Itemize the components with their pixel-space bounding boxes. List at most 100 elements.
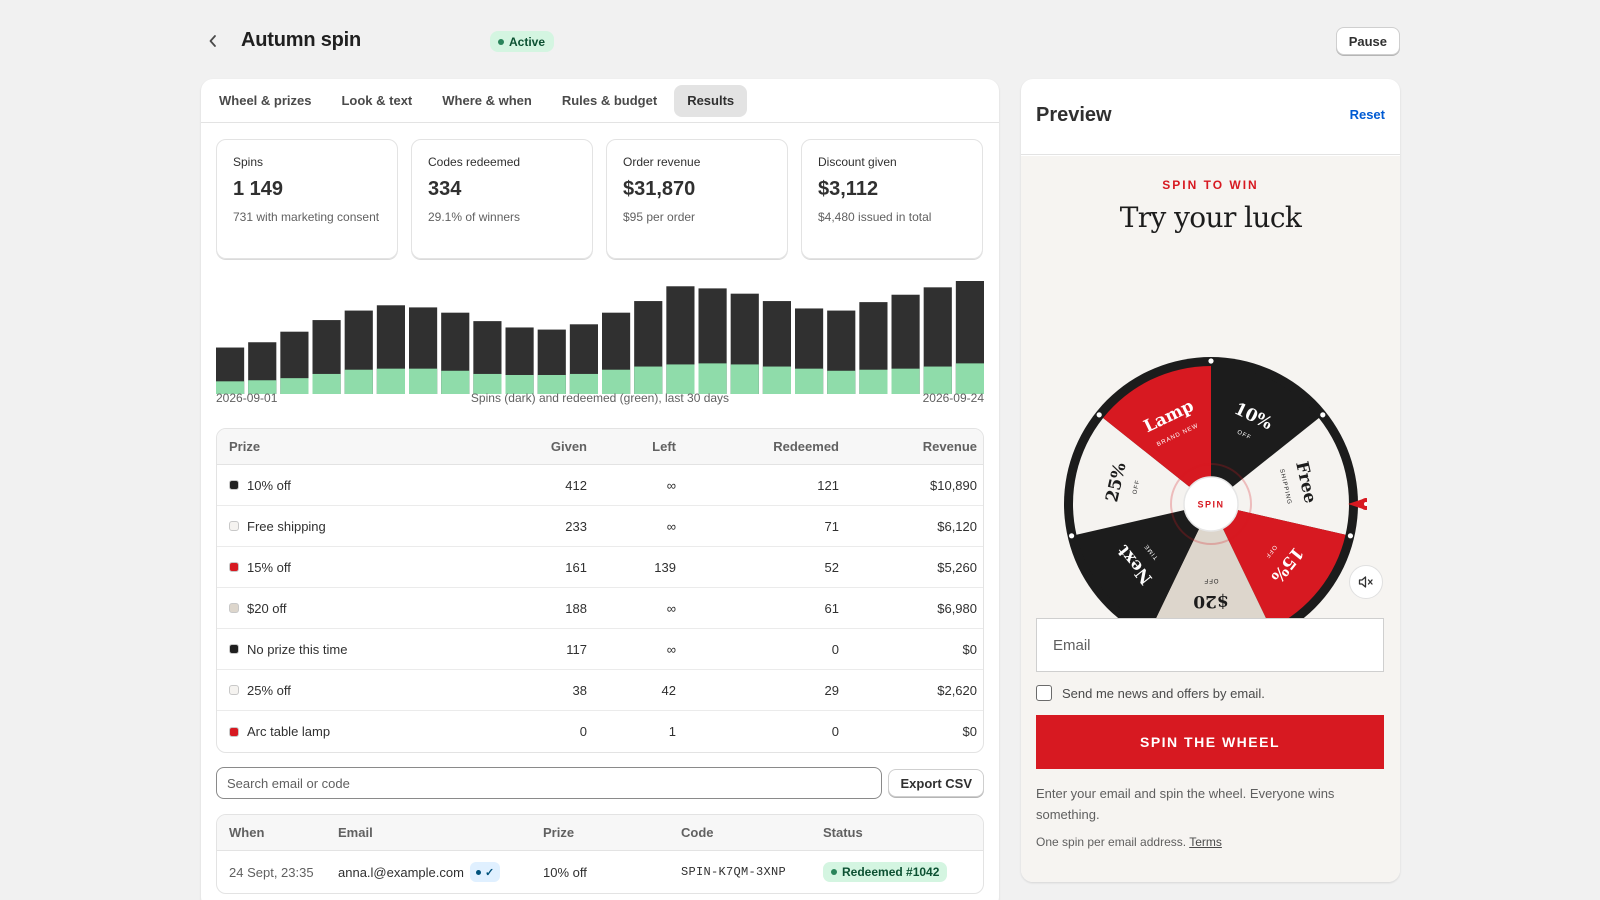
redeemed-bar bbox=[602, 369, 631, 394]
tab-look-text[interactable]: Look & text bbox=[341, 93, 413, 108]
consent-checkbox[interactable] bbox=[1036, 685, 1052, 701]
search-input[interactable] bbox=[216, 767, 882, 799]
cell-prize: $20 off bbox=[217, 601, 462, 616]
redeemed-bar bbox=[473, 373, 502, 394]
spins-chart bbox=[216, 279, 984, 409]
prize-color-swatch bbox=[229, 562, 239, 572]
cell-revenue: $10,890 bbox=[930, 477, 977, 493]
cell-status: Redeemed #1042 bbox=[823, 862, 983, 882]
mute-button[interactable] bbox=[1349, 565, 1383, 599]
wheel-pointer-knob bbox=[1360, 498, 1367, 510]
wheel-rim-dot bbox=[1208, 358, 1214, 364]
column-header: Prize bbox=[543, 825, 575, 840]
cell-revenue: $6,980 bbox=[937, 600, 977, 616]
table-row[interactable]: 15% off 161 139 52 $5,260 bbox=[217, 547, 983, 588]
wheel-segment bbox=[1211, 417, 1349, 535]
tab-where-when[interactable]: Where & when bbox=[442, 93, 532, 108]
tab-wheel-prizes[interactable]: Wheel & prizes bbox=[219, 93, 312, 108]
cell-given: 161 bbox=[565, 559, 587, 575]
cell-given: 0 bbox=[579, 724, 587, 739]
cell-code: SPIN-K7QM-3XNP bbox=[681, 865, 787, 879]
cell-email: anna.l@example.com ✓ bbox=[338, 862, 543, 882]
column-header: Prize bbox=[229, 439, 261, 454]
reset-link[interactable]: Reset bbox=[1349, 107, 1385, 122]
stat-label: Order revenue bbox=[623, 155, 701, 169]
table-row[interactable]: Free shipping 233 ∞ 71 $6,120 bbox=[217, 506, 983, 547]
cell-prize: 10% off bbox=[543, 864, 587, 880]
fine-print: Enter your email and spin the wheel. Eve… bbox=[1036, 786, 1335, 822]
cell-redeemed: 29 bbox=[824, 682, 839, 698]
redeemed-bar bbox=[537, 374, 566, 394]
terms-link[interactable]: Terms bbox=[1189, 835, 1222, 849]
stat-sub: $95 per order bbox=[623, 210, 696, 224]
redeemed-bar bbox=[505, 374, 534, 394]
cell-left: 139 bbox=[654, 559, 676, 575]
wheel-rim-dot bbox=[1320, 412, 1326, 418]
redeemed-bar bbox=[891, 368, 920, 394]
check-icon: ✓ bbox=[484, 866, 495, 879]
spin-hub bbox=[1183, 476, 1239, 532]
prize-name: 10% off bbox=[247, 477, 291, 493]
table-row[interactable]: $20 off 188 ∞ 61 $6,980 bbox=[217, 588, 983, 629]
cell-prize: No prize this time bbox=[217, 642, 462, 657]
prize-wheel[interactable]: 10%OFFFreeSHIPPING15%OFF$20OFFNextTIME25… bbox=[1055, 348, 1367, 678]
cell-given: 412 bbox=[565, 477, 587, 493]
prize-name: Free shipping bbox=[247, 518, 326, 534]
column-header: When bbox=[229, 825, 265, 840]
back-button[interactable] bbox=[200, 26, 226, 56]
stat-card-spins: Spins 1 149 731 with marketing consent bbox=[216, 139, 398, 259]
cell-redeemed: 71 bbox=[824, 518, 839, 534]
chart-x-end-label: 2026-09-24 bbox=[922, 391, 984, 405]
prize-name: No prize this time bbox=[247, 641, 348, 657]
redeemed-bar bbox=[923, 366, 952, 394]
redeemed-bar bbox=[762, 366, 791, 394]
cell-revenue: $5,260 bbox=[937, 559, 977, 575]
cell-left: ∞ bbox=[666, 518, 676, 534]
consent-badge: ✓ bbox=[469, 862, 501, 882]
email-text: anna.l@example.com bbox=[338, 864, 464, 880]
table-row[interactable]: 25% off 38 42 29 $2,620 bbox=[217, 670, 983, 711]
column-header: Redeemed bbox=[773, 439, 839, 454]
redeemed-bar bbox=[955, 363, 984, 394]
consent-row: Send me news and offers by email. bbox=[1036, 685, 1265, 701]
tab-results[interactable]: Results bbox=[674, 84, 748, 117]
chevron-left-icon bbox=[209, 35, 216, 47]
prize-color-swatch bbox=[229, 726, 239, 737]
tab-bar: Wheel & prizes Look & text Where & when … bbox=[201, 79, 999, 123]
table-row[interactable]: No prize this time 117 ∞ 0 $0 bbox=[217, 629, 983, 670]
table-row[interactable]: 24 Sept, 23:35 anna.l@example.com ✓ 10% … bbox=[217, 851, 983, 893]
cell-prize: 15% off bbox=[217, 560, 462, 575]
pause-button[interactable]: Pause bbox=[1335, 27, 1400, 55]
prize-color-swatch bbox=[229, 521, 239, 531]
wheel-rim-dot bbox=[1347, 533, 1354, 539]
page-header: Autumn spin Active Pause bbox=[200, 26, 1400, 56]
redeemed-dot-icon bbox=[831, 869, 837, 875]
stat-label: Spins bbox=[233, 155, 264, 169]
tab-rules-budget[interactable]: Rules & budget bbox=[561, 93, 658, 108]
cell-redeemed: 0 bbox=[831, 724, 839, 739]
cell-redeemed: 0 bbox=[831, 641, 839, 657]
chart-axis-labels: 2026-09-01 Spins (dark) and redeemed (gr… bbox=[216, 197, 984, 405]
stat-sub: $4,480 issued in total bbox=[818, 210, 932, 224]
prize-color-swatch bbox=[229, 644, 239, 654]
export-csv-button[interactable]: Export CSV bbox=[888, 769, 984, 797]
stat-card-discount-given: Discount given $3,112 $4,480 issued in t… bbox=[801, 139, 983, 259]
redeemed-bar bbox=[634, 366, 663, 394]
spin-log-table: When Email Prize Code Status 24 Sept, 23… bbox=[216, 814, 984, 894]
cell-left: ∞ bbox=[666, 641, 676, 657]
column-header: Revenue bbox=[922, 439, 977, 454]
popup-headline: Try your luck bbox=[1119, 201, 1302, 234]
page-title: Autumn spin bbox=[241, 29, 362, 51]
spin-the-wheel-button[interactable]: SPIN THE WHEEL bbox=[1036, 715, 1384, 769]
redeemed-badge: Redeemed #1042 bbox=[823, 862, 948, 882]
email-field[interactable] bbox=[1036, 618, 1384, 672]
cell-given: 233 bbox=[565, 518, 587, 534]
stat-card-order-revenue: Order revenue $31,870 $95 per order bbox=[606, 139, 788, 259]
preview-title: Preview bbox=[1036, 104, 1112, 126]
popup-eyebrow: SPIN TO WIN bbox=[1162, 178, 1259, 192]
stat-value: 334 bbox=[428, 178, 462, 200]
column-header: Code bbox=[681, 825, 714, 840]
wheel-rim-dot bbox=[1096, 412, 1102, 418]
table-row[interactable]: Arc table lamp 0 1 0 $0 bbox=[217, 711, 983, 752]
table-row[interactable]: 10% off 412 ∞ 121 $10,890 bbox=[217, 465, 983, 506]
